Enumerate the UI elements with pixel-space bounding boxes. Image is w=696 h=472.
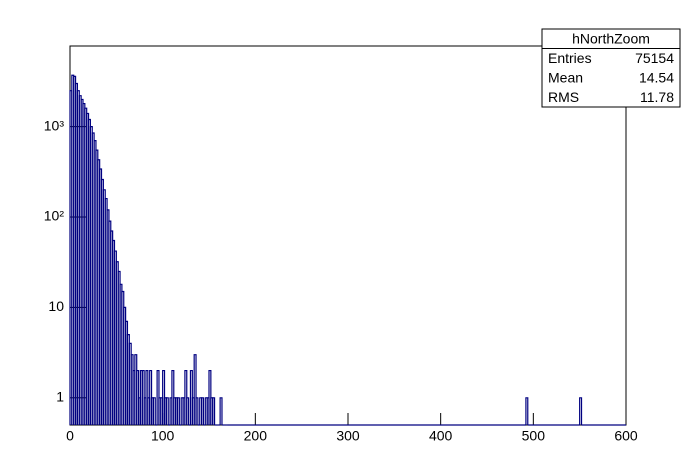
x-tick-label: 400 <box>429 428 453 444</box>
stats-box <box>541 28 681 108</box>
bar <box>152 397 156 425</box>
x-tick-label: 600 <box>614 428 638 444</box>
stats-label: Entries <box>548 50 592 66</box>
bar <box>186 397 190 425</box>
x-tick-label: 100 <box>151 428 175 444</box>
bar <box>195 397 199 425</box>
bar <box>219 397 223 425</box>
stats-value: 75154 <box>635 50 674 66</box>
x-tick-label: 500 <box>522 428 546 444</box>
stats-value: 11.78 <box>640 89 674 105</box>
bar <box>200 397 205 425</box>
stats-title: hNorthZoom <box>572 30 650 46</box>
bar <box>176 397 180 425</box>
x-tick-label: 300 <box>336 428 360 444</box>
stats-value: 14.54 <box>639 69 674 85</box>
bar <box>212 397 216 425</box>
stats-label: Mean <box>548 69 583 85</box>
x-tick-label: 0 <box>66 428 74 444</box>
bar <box>525 397 529 425</box>
stats-label: RMS <box>548 89 579 105</box>
y-tick-label: 10² <box>44 208 65 224</box>
bar <box>579 397 583 425</box>
y-tick-label: 10³ <box>44 117 65 133</box>
bar <box>193 354 197 425</box>
x-tick-label: 200 <box>244 428 268 444</box>
bar <box>165 397 169 425</box>
y-tick-label: 1 <box>56 388 64 404</box>
y-tick-label: 10 <box>48 298 64 314</box>
